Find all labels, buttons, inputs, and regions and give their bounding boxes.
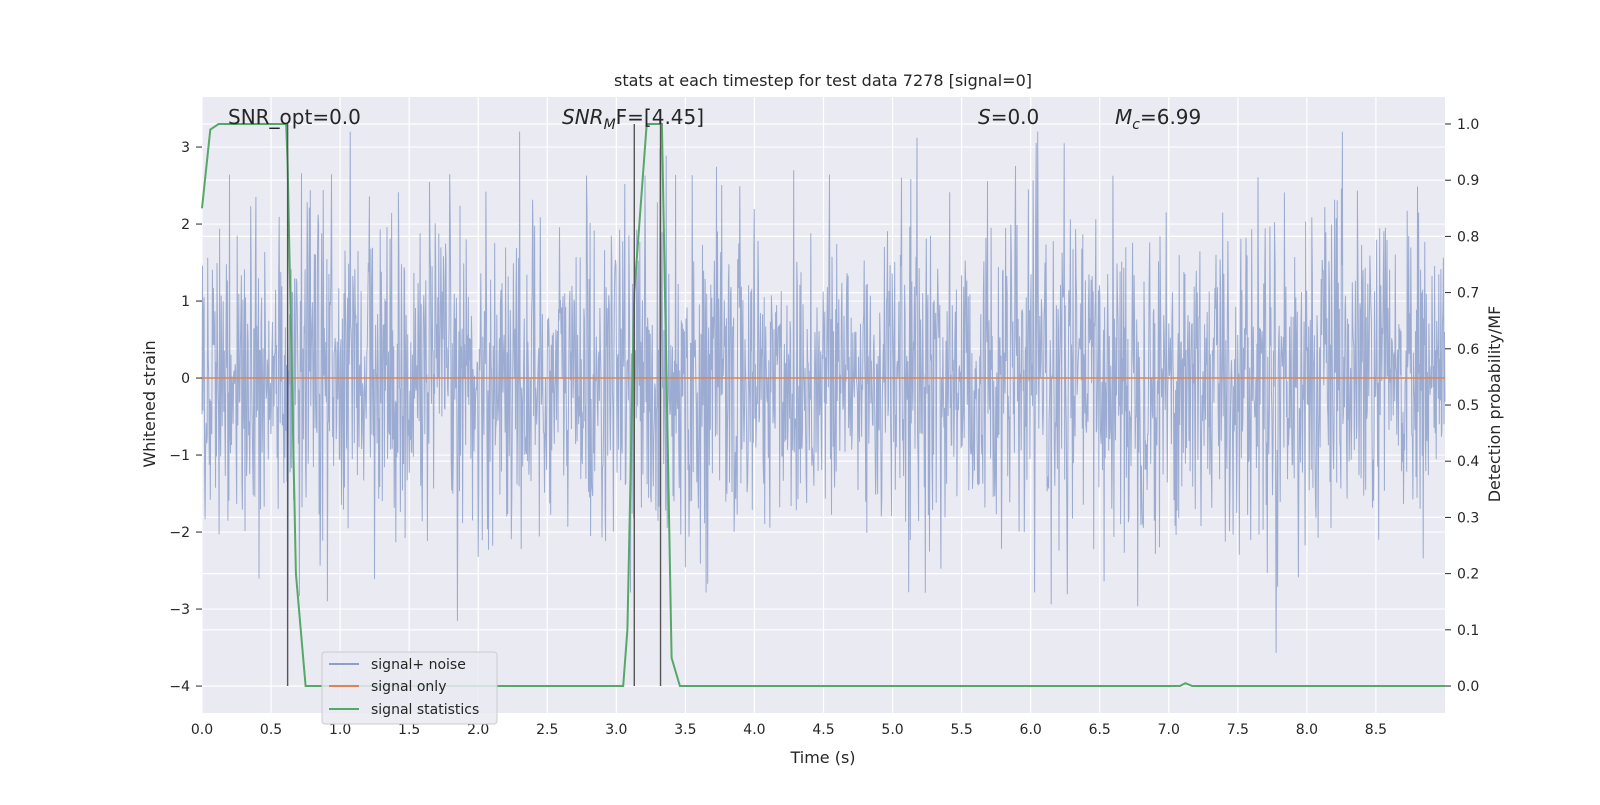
y2-tick-label: 1.0 (1457, 117, 1479, 133)
x-tick-label: 2.5 (536, 722, 558, 738)
x-tick-label: 5.5 (950, 722, 972, 738)
x-axis-label: Time (s) (789, 748, 855, 767)
y2-tick-label: 0.4 (1457, 454, 1479, 470)
noise-series-layer (201, 131, 1446, 653)
y2-tick-label: 0.5 (1457, 398, 1479, 414)
legend-box (321, 651, 498, 725)
annotation-snr-opt: SNR_opt=0.0 (228, 105, 361, 129)
annotation-snr-mf: SNRMF=[4.45] (562, 105, 704, 133)
x-tick-label: 5.0 (881, 722, 903, 738)
y2-tick-label: 0.8 (1457, 229, 1479, 245)
x-tick-label: 3.0 (605, 722, 627, 738)
annotation-mc-sub: c (1132, 117, 1140, 133)
y2-tick-label: 0.1 (1457, 623, 1479, 639)
annotation-snr-mf-main: SNR (562, 105, 604, 129)
y-tick-label: −1 (169, 448, 190, 464)
marker-layer (286, 123, 662, 687)
x-tick-label: 7.0 (1158, 722, 1180, 738)
y2-tick-label: 0.9 (1457, 173, 1479, 189)
legend: signal+ noise signal only signal statist… (321, 651, 498, 725)
y-tick-label: −3 (169, 602, 190, 618)
y-tick-label: −4 (169, 679, 190, 695)
x-tick-label: 3.5 (674, 722, 696, 738)
annotation-s-main: S (978, 105, 991, 129)
annotation-mc-main: M (1115, 105, 1132, 129)
x-tick-label: 1.5 (398, 722, 420, 738)
y2-tick-label: 0.0 (1457, 679, 1479, 695)
annotation-s: S=0.0 (978, 105, 1039, 129)
legend-label-signal: signal only (371, 679, 446, 695)
x-tick-label: 4.5 (812, 722, 834, 738)
tick-layer: 0.0 0.5 1.0 1.5 2.0 2.5 3.0 3.5 4.0 4.5 5.0 5.5 6.0 6… (169, 117, 1479, 738)
y-tick-label: 2 (181, 217, 190, 233)
x-tick-label: 0.0 (191, 722, 213, 738)
y2-tick-label: 0.7 (1457, 286, 1479, 302)
y-tick-label: −2 (169, 525, 190, 541)
annotation-s-rest: =0.0 (991, 105, 1040, 129)
x-tick-label: 8.5 (1365, 722, 1387, 738)
series-signal-plus-noise (201, 131, 1446, 653)
x-tick-label: 7.5 (1227, 722, 1249, 738)
y2-tick-label: 0.3 (1457, 510, 1479, 526)
legend-label-noise: signal+ noise (371, 657, 466, 673)
x-tick-label: 6.5 (1089, 722, 1111, 738)
y2-axis-label: Detection probability/MF (1485, 306, 1504, 503)
y-tick-label: 3 (181, 140, 190, 156)
x-tick-label: 2.0 (467, 722, 489, 738)
y2-tick-label: 0.2 (1457, 567, 1479, 583)
x-tick-label: 0.5 (260, 722, 282, 738)
y-tick-label: 0 (181, 371, 190, 387)
annotation-snr-mf-rest: F=[4.45] (616, 105, 704, 129)
chart-title: stats at each timestep for test data 727… (614, 71, 1032, 90)
legend-label-statistics: signal statistics (371, 702, 479, 718)
annotation-mc: Mc=6.99 (1115, 105, 1201, 133)
y2-tick-label: 0.6 (1457, 342, 1479, 358)
annotation-snr-mf-sub: M (604, 117, 616, 133)
x-tick-label: 8.0 (1296, 722, 1318, 738)
x-tick-label: 4.0 (743, 722, 765, 738)
x-tick-label: 6.0 (1020, 722, 1042, 738)
annotation-mc-rest: =6.99 (1140, 105, 1201, 129)
y-axis-label: Whitened strain (140, 340, 159, 467)
x-tick-label: 1.0 (329, 722, 351, 738)
y-tick-label: 1 (181, 294, 190, 310)
